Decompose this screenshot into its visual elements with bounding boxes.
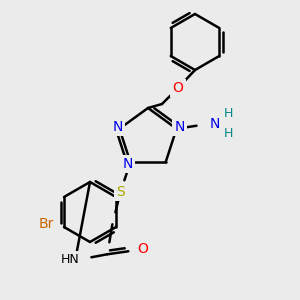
Text: N: N	[122, 157, 133, 171]
Text: H: H	[224, 107, 233, 120]
Text: H: H	[224, 127, 233, 140]
Text: S: S	[116, 185, 125, 199]
Text: O: O	[137, 242, 148, 256]
Text: N: N	[209, 117, 220, 131]
Text: N: N	[174, 120, 185, 134]
Text: Br: Br	[38, 217, 54, 231]
Text: N: N	[112, 120, 123, 134]
Text: HN: HN	[61, 253, 80, 266]
Text: O: O	[172, 81, 183, 95]
